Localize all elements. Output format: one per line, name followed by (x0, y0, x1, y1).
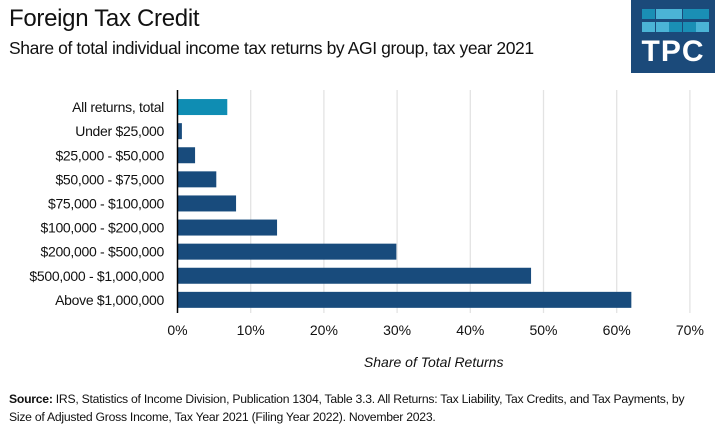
bar (177, 147, 196, 164)
bar (177, 219, 278, 236)
x-tick-label: 70% (676, 322, 704, 338)
source-label: Source: (9, 392, 53, 406)
bar (177, 243, 397, 260)
bar (177, 99, 228, 116)
x-tick-label: 40% (456, 322, 484, 338)
bar (177, 123, 182, 140)
bar (177, 171, 217, 188)
logo-tile (669, 21, 682, 32)
logo-tile (655, 9, 669, 19)
logo-tile (669, 9, 682, 19)
bar (177, 267, 532, 284)
category-label: $100,000 - $200,000 (40, 220, 164, 236)
category-label: $75,000 - $100,000 (48, 195, 165, 211)
logo-tile (696, 21, 709, 32)
category-label: $25,000 - $50,000 (55, 147, 164, 163)
x-axis-label: Share of Total Returns (364, 354, 504, 370)
category-label: Above $1,000,000 (55, 292, 164, 308)
category-label: $50,000 - $75,000 (55, 171, 164, 187)
category-label: $200,000 - $500,000 (40, 244, 164, 260)
category-label: All returns, total (72, 99, 164, 115)
category-label: Under $25,000 (75, 123, 164, 139)
logo-tile (642, 21, 655, 32)
x-tick-label: 10% (237, 322, 265, 338)
x-tick-label: 0% (167, 322, 187, 338)
source-note: Source: IRS, Statistics of Income Divisi… (9, 390, 709, 426)
logo-tile (682, 9, 696, 19)
x-tick-label: 30% (383, 322, 411, 338)
logo-tile (655, 21, 669, 32)
bar (177, 291, 632, 308)
logo-tile (642, 9, 655, 19)
x-tick-label: 60% (603, 322, 631, 338)
bar-chart: All returns, total Under $25,000 $25,000 -… (29, 90, 704, 370)
x-tick-label: 50% (529, 322, 557, 338)
bar (177, 195, 237, 212)
x-tick-label: 20% (310, 322, 338, 338)
logo-text: TPC (641, 35, 705, 68)
logo-tile (682, 21, 696, 32)
chart-title: Foreign Tax Credit (9, 5, 200, 32)
category-label: $500,000 - $1,000,000 (29, 268, 164, 284)
tpc-logo: TPC (631, 0, 715, 73)
chart-subtitle: Share of total individual income tax ret… (9, 38, 534, 58)
source-text: IRS, Statistics of Income Division, Publ… (9, 392, 685, 424)
logo-tile (696, 9, 709, 19)
